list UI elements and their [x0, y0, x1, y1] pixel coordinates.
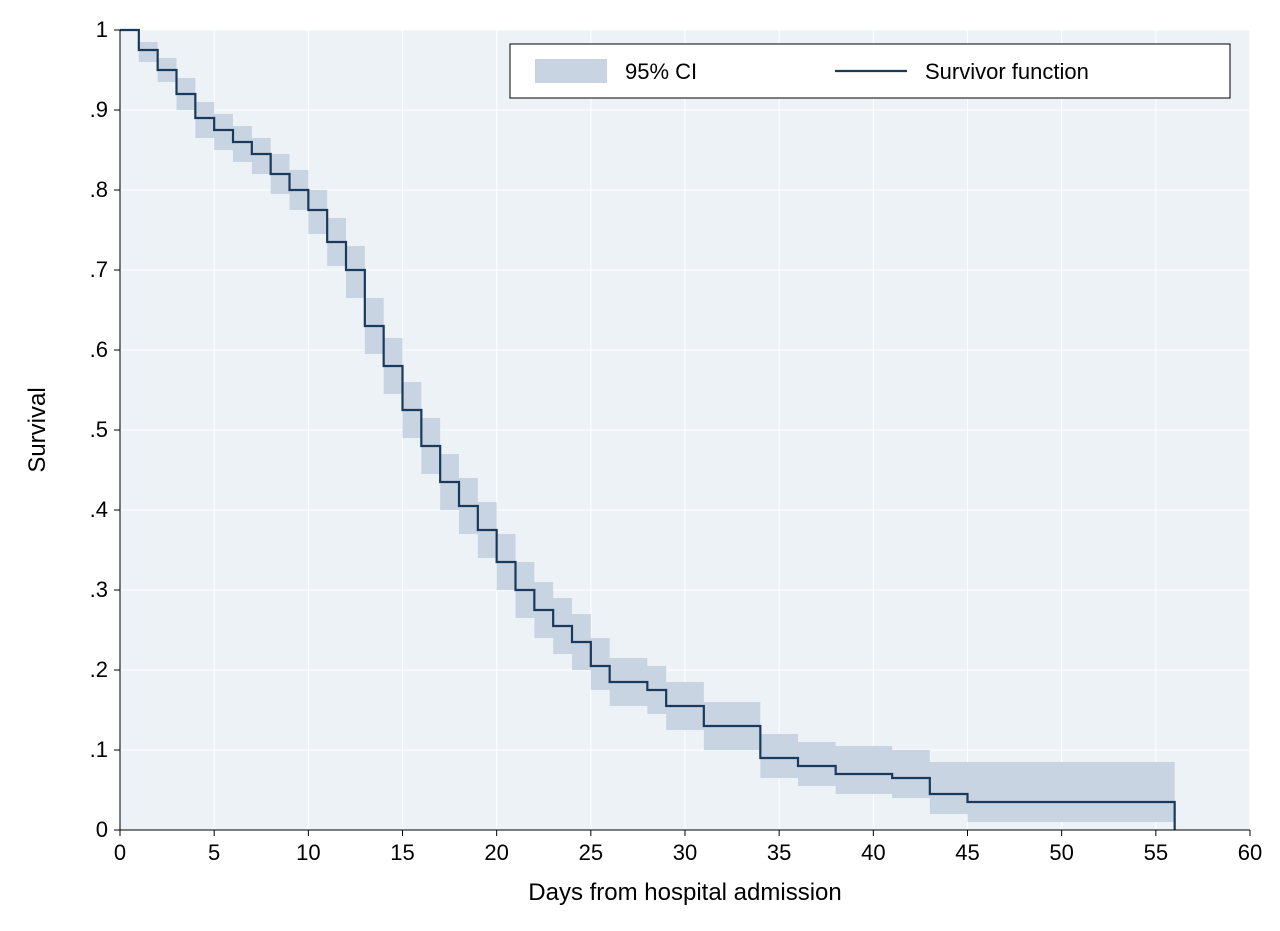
legend-survivor-label: Survivor function — [925, 59, 1089, 84]
x-tick-label: 15 — [390, 840, 414, 865]
x-tick-label: 40 — [861, 840, 885, 865]
y-tick-label: .3 — [90, 577, 108, 602]
y-tick-label: .6 — [90, 337, 108, 362]
x-tick-label: 35 — [767, 840, 791, 865]
survival-chart: 051015202530354045505560Days from hospit… — [0, 0, 1280, 931]
y-tick-label: .4 — [90, 497, 108, 522]
y-tick-label: .2 — [90, 657, 108, 682]
y-axis-label: Survival — [24, 387, 51, 472]
y-tick-label: 0 — [96, 817, 108, 842]
x-tick-label: 25 — [579, 840, 603, 865]
y-tick-label: .1 — [90, 737, 108, 762]
y-tick-label: 1 — [96, 17, 108, 42]
x-tick-label: 20 — [484, 840, 508, 865]
y-tick-label: .9 — [90, 97, 108, 122]
legend-ci-label: 95% CI — [625, 59, 697, 84]
x-tick-label: 30 — [673, 840, 697, 865]
x-tick-label: 10 — [296, 840, 320, 865]
x-tick-label: 5 — [208, 840, 220, 865]
y-tick-label: .7 — [90, 257, 108, 282]
x-axis-label: Days from hospital admission — [528, 879, 841, 906]
y-tick-label: .5 — [90, 417, 108, 442]
x-tick-label: 60 — [1238, 840, 1262, 865]
legend-ci-swatch — [535, 59, 607, 83]
legend: 95% CI Survivor function — [510, 44, 1230, 98]
x-tick-label: 50 — [1049, 840, 1073, 865]
x-tick-label: 45 — [955, 840, 979, 865]
x-tick-label: 0 — [114, 840, 126, 865]
x-tick-label: 55 — [1144, 840, 1168, 865]
y-tick-label: .8 — [90, 177, 108, 202]
